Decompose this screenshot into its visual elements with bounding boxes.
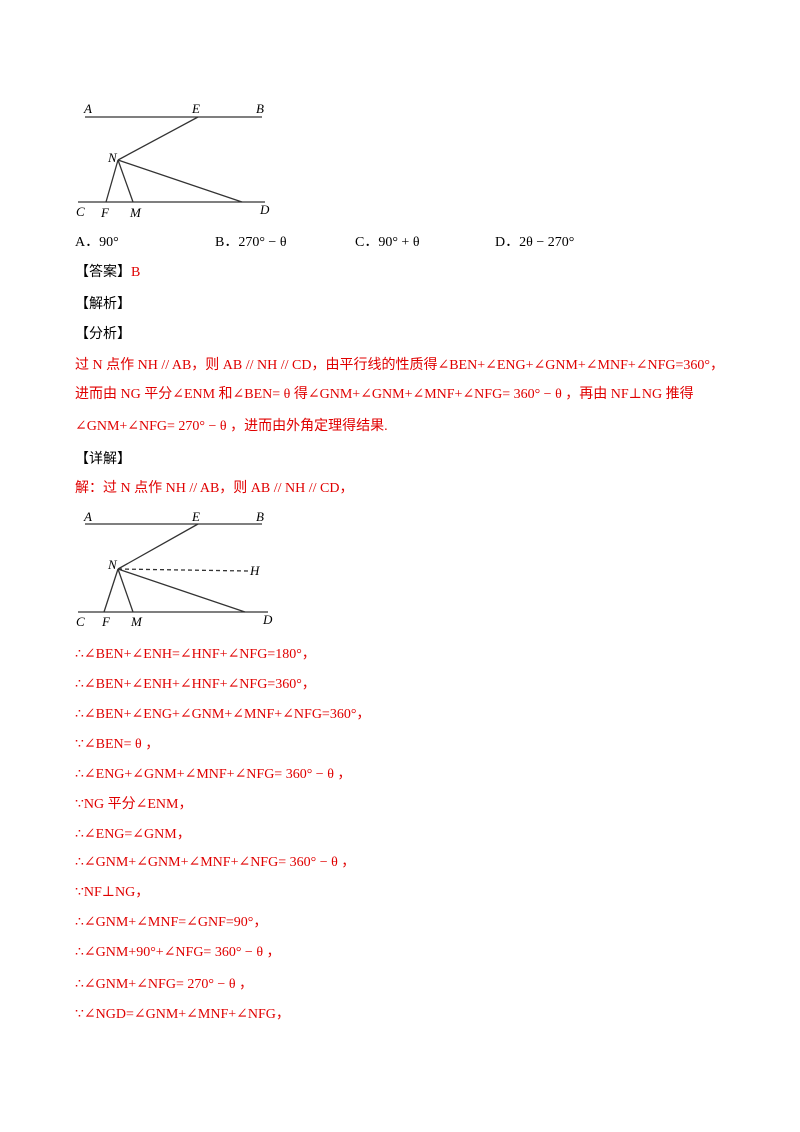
step-line: ∴∠ENG=∠GNM， (75, 827, 191, 842)
point-label: D (262, 612, 273, 627)
line-nd (117, 159, 243, 203)
line-nf (103, 568, 119, 613)
point-label: N (107, 557, 118, 572)
option: A．90° (75, 235, 119, 250)
point-label: F (101, 614, 111, 629)
step-line: ∵∠BEN= θ ， (75, 737, 160, 752)
point-label: D (259, 202, 270, 217)
analysis-line: 过 N 点作 NH // AB，则 AB // NH // CD，由平行线的性质… (75, 358, 724, 373)
figure-2: A E B N H C F M D (76, 509, 273, 629)
answer-row: 【答案】B (75, 264, 140, 282)
line-nh (117, 568, 249, 572)
line-en (117, 116, 199, 161)
step-line: ∴∠BEN+∠ENG+∠GNM+∠MNF+∠NFG=360°， (75, 707, 371, 722)
point-label: E (191, 509, 200, 524)
point-label: A (83, 509, 92, 524)
step-line: ∵NG 平分∠ENM， (75, 797, 193, 812)
section-tag: 【分析】 (75, 327, 131, 342)
step-line: ∵NF⊥NG， (75, 885, 150, 900)
line-nd (117, 568, 246, 613)
section-tag: 【详解】 (75, 452, 131, 467)
analysis-line: ∠GNM+∠NFG= 270° − θ ，进而由外角定理得结果. (75, 419, 388, 434)
step-line: ∴∠GNM+∠MNF=∠GNF=90°， (75, 915, 268, 930)
point-label: F (100, 205, 110, 220)
step-line: ∴∠GNM+90°+∠NFG= 360° − θ ， (75, 945, 281, 960)
section-tag: 【解析】 (75, 297, 131, 312)
point-label: H (249, 563, 260, 578)
point-label: C (76, 204, 85, 219)
point-label: M (129, 205, 142, 220)
point-label: B (256, 509, 264, 524)
point-label: E (191, 101, 200, 116)
point-label: M (130, 614, 143, 629)
step-line: ∴∠GNM+∠NFG= 270° − θ ， (75, 977, 254, 992)
answer-tag: 【答案】 (75, 265, 131, 280)
figure-1: A E B N C F M D (76, 101, 270, 220)
step-line: ∵∠NGD=∠GNM+∠MNF+∠NFG， (75, 1007, 290, 1022)
option: C．90° + θ (355, 235, 420, 250)
option: B．270° − θ (215, 235, 287, 250)
option: D．2θ − 270° (495, 235, 575, 250)
line-nf (105, 159, 119, 203)
answer-value: B (131, 265, 141, 280)
line-nm (117, 568, 134, 613)
point-label: C (76, 614, 85, 629)
step-line: ∴∠GNM+∠GNM+∠MNF+∠NFG= 360° − θ ， (75, 855, 356, 870)
point-label: A (83, 101, 92, 116)
analysis-line: 进而由 NG 平分∠ENM 和∠BEN= θ 得∠GNM+∠GNM+∠MNF+∠… (75, 387, 694, 402)
step-line: ∴∠ENG+∠GNM+∠MNF+∠NFG= 360° − θ ， (75, 767, 352, 782)
line-nm (117, 159, 134, 203)
point-label: B (256, 101, 264, 116)
detail-intro: 解：过 N 点作 NH // AB，则 AB // NH // CD， (75, 481, 354, 496)
step-line: ∴∠BEN+∠ENH+∠HNF+∠NFG=360°， (75, 677, 316, 692)
step-line: ∴∠BEN+∠ENH=∠HNF+∠NFG=180°， (75, 647, 316, 662)
point-label: N (107, 150, 118, 165)
line-en (117, 523, 199, 570)
